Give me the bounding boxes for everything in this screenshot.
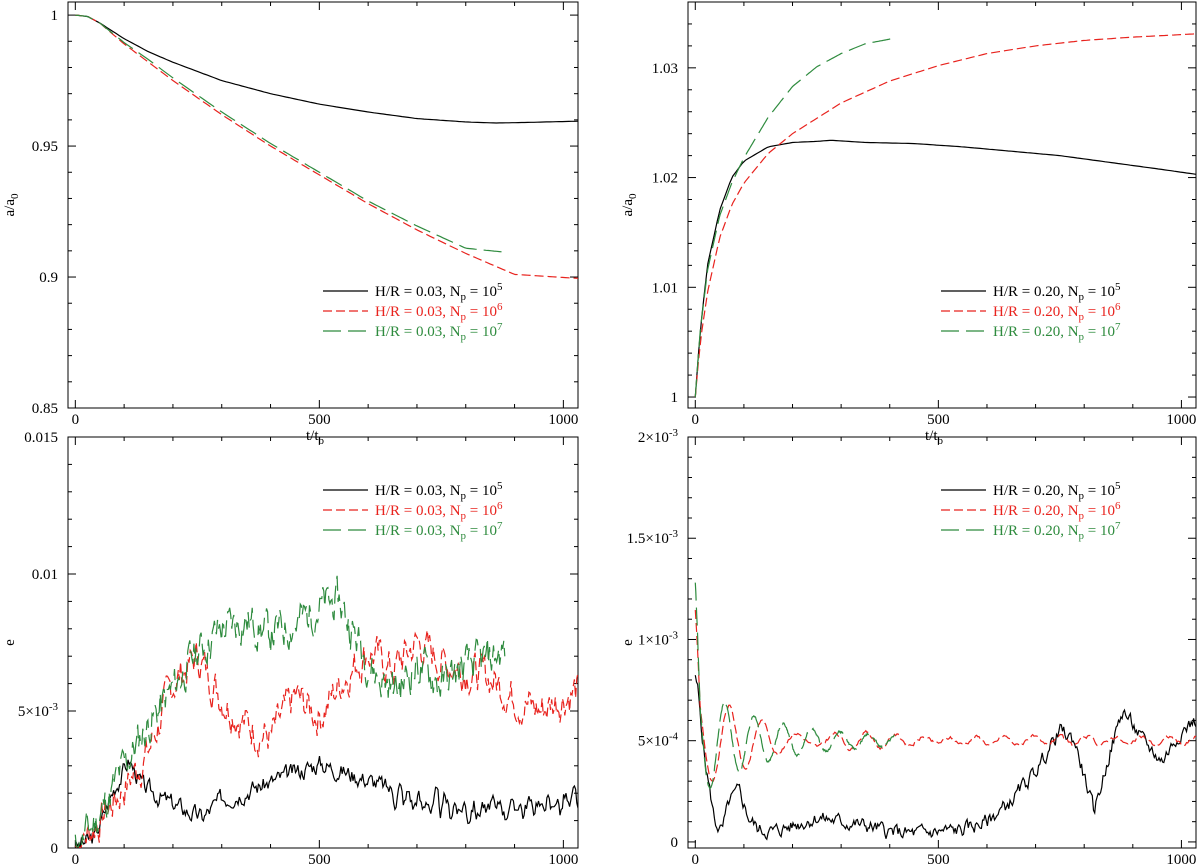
legend-label-1: H/R = 0.20, Np = 105 xyxy=(993,281,1121,303)
x-tick-label: 500 xyxy=(927,412,950,428)
plot-frame xyxy=(687,436,1197,849)
y-tick-label: 1 xyxy=(51,8,59,24)
y-tick-label: 1.02 xyxy=(652,171,678,187)
x-tick-label: 0 xyxy=(72,412,80,428)
x-tick-label: 1000 xyxy=(1166,852,1196,868)
y-tick-label: 0.9 xyxy=(39,270,58,286)
legend-label-3: H/R = 0.20, Np = 107 xyxy=(993,520,1121,542)
legend-label-2: H/R = 0.03, Np = 106 xyxy=(375,500,503,522)
y-axis-label: e xyxy=(620,639,636,646)
y-tick-label: 2×10-3 xyxy=(638,427,679,446)
y-tick-label: 5×10-4 xyxy=(638,731,679,750)
y-tick-label: 0.95 xyxy=(32,139,58,155)
series-line-1 xyxy=(75,14,578,124)
legend-label-2: H/R = 0.20, Np = 106 xyxy=(993,301,1121,323)
y-tick-label: 1.5×10-3 xyxy=(627,528,679,547)
series-line-1 xyxy=(694,675,1196,841)
x-tick-label: 500 xyxy=(308,412,331,428)
x-tick-label: 0 xyxy=(692,852,700,868)
legend-label-1: H/R = 0.03, Np = 105 xyxy=(375,480,503,502)
legend-label-3: H/R = 0.03, Np = 107 xyxy=(375,321,503,343)
series-line-2 xyxy=(694,609,1196,782)
x-tick-label: 500 xyxy=(927,852,950,868)
y-axis-label: a/a0 xyxy=(2,193,21,216)
x-tick-label: 0 xyxy=(72,852,80,868)
y-tick-label: 1 xyxy=(671,390,679,406)
y-axis-label: e xyxy=(2,639,18,646)
legend-label-2: H/R = 0.20, Np = 106 xyxy=(993,500,1121,522)
x-tick-label: 1000 xyxy=(548,852,578,868)
legend-label-3: H/R = 0.20, Np = 107 xyxy=(993,321,1121,343)
series-line-2 xyxy=(694,33,1196,398)
series-line-1 xyxy=(74,755,578,848)
x-tick-label: 500 xyxy=(308,852,331,868)
panel-bottom-right: 0500100005×10-41×10-31.5×10-32×10-3t/tbe… xyxy=(620,427,1197,868)
x-tick-label: 0 xyxy=(692,412,700,428)
plot-frame xyxy=(67,1,579,409)
legend-label-1: H/R = 0.03, Np = 105 xyxy=(375,281,503,303)
series-line-3 xyxy=(74,575,506,848)
series-line-2 xyxy=(74,630,578,848)
y-tick-label: 0 xyxy=(51,841,59,857)
legend-label-1: H/R = 0.20, Np = 105 xyxy=(993,480,1121,502)
y-axis-label: a/a0 xyxy=(620,193,639,216)
y-tick-label: 1.03 xyxy=(652,61,678,77)
plot-frame xyxy=(67,436,579,849)
y-tick-label: 0 xyxy=(671,835,679,851)
y-tick-label: 0.85 xyxy=(32,401,58,417)
x-tick-label: 1000 xyxy=(1166,412,1196,428)
series-line-3 xyxy=(694,582,896,790)
legend-label-3: H/R = 0.03, Np = 107 xyxy=(375,520,503,542)
series-line-1 xyxy=(694,139,1196,398)
y-tick-label: 1.01 xyxy=(652,280,678,296)
y-tick-label: 0.015 xyxy=(24,430,58,446)
y-tick-label: 5×10-3 xyxy=(18,701,59,720)
legend-label-2: H/R = 0.03, Np = 106 xyxy=(375,301,503,323)
y-tick-label: 0.01 xyxy=(32,567,58,583)
plot-frame xyxy=(687,1,1197,409)
series-line-3 xyxy=(694,37,895,398)
x-tick-label: 1000 xyxy=(548,412,578,428)
series-line-2 xyxy=(75,14,578,279)
y-tick-label: 1×10-3 xyxy=(638,629,679,648)
series-line-3 xyxy=(75,14,505,253)
